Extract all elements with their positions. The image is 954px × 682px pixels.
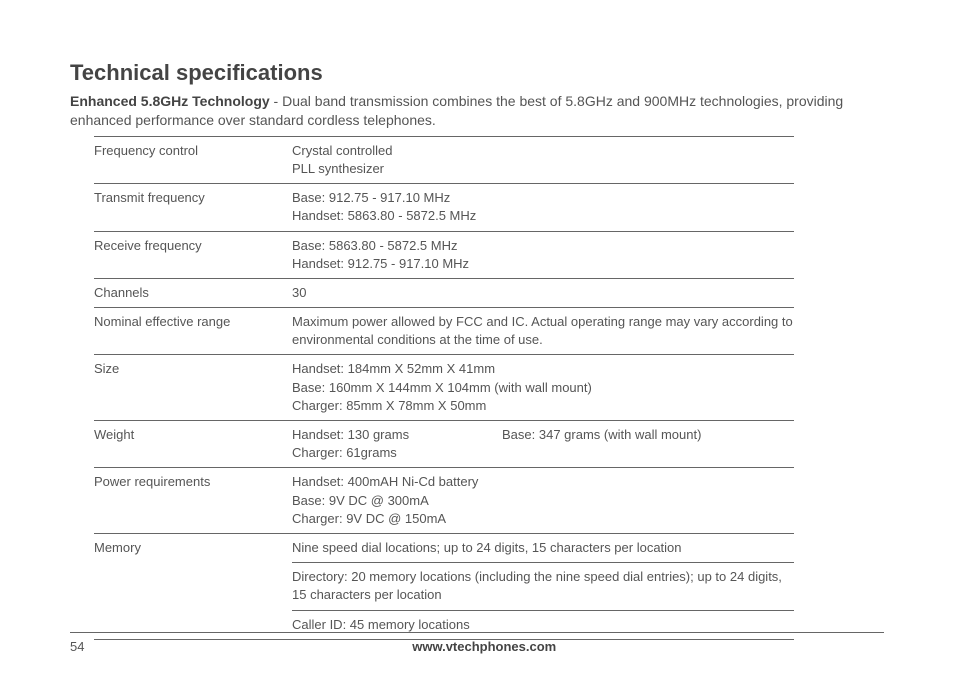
value-line: Handset: 912.75 - 917.10 MHz [292, 255, 794, 273]
value-line: Maximum power allowed by FCC and IC. Act… [292, 313, 794, 349]
value-line: Nine speed dial locations; up to 24 digi… [292, 539, 794, 557]
row-label: Memory [94, 539, 292, 634]
row-value: Base: 912.75 - 917.10 MHz Handset: 5863.… [292, 189, 794, 225]
table-row: Nominal effective range Maximum power al… [94, 308, 794, 355]
page-number: 54 [70, 639, 84, 654]
row-value: Handset: 184mm X 52mm X 41mm Base: 160mm… [292, 360, 794, 415]
row-label: Frequency control [94, 142, 292, 178]
value-line: Base: 9V DC @ 300mA [292, 492, 794, 510]
page-footer: 54 www.vtechphones.com [70, 632, 884, 654]
row-label: Weight [94, 426, 292, 462]
spec-table: Frequency control Crystal controlled PLL… [94, 136, 794, 640]
value-line: PLL synthesizer [292, 160, 794, 178]
row-value: 30 [292, 284, 794, 302]
table-row: Transmit frequency Base: 912.75 - 917.10… [94, 184, 794, 231]
table-row: Receive frequency Base: 5863.80 - 5872.5… [94, 232, 794, 279]
value-line: 30 [292, 284, 794, 302]
table-row: Size Handset: 184mm X 52mm X 41mm Base: … [94, 355, 794, 421]
row-label: Transmit frequency [94, 189, 292, 225]
table-row: Weight Handset: 130 grams Base: 347 gram… [94, 421, 794, 468]
row-value: Maximum power allowed by FCC and IC. Act… [292, 313, 794, 349]
value-line: Charger: 61grams [292, 444, 794, 462]
row-label: Power requirements [94, 473, 292, 528]
document-page: Technical specifications Enhanced 5.8GHz… [0, 0, 954, 682]
value-line: Handset: 5863.80 - 5872.5 MHz [292, 207, 794, 225]
intro-paragraph: Enhanced 5.8GHz Technology - Dual band t… [70, 92, 884, 130]
table-row: Power requirements Handset: 400mAH Ni-Cd… [94, 468, 794, 534]
value-line: Handset: 130 grams [292, 426, 502, 444]
value-line: Charger: 85mm X 78mm X 50mm [292, 397, 794, 415]
row-label: Receive frequency [94, 237, 292, 273]
value-line: Base: 160mm X 144mm X 104mm (with wall m… [292, 379, 794, 397]
row-value: Crystal controlled PLL synthesizer [292, 142, 794, 178]
table-row: Memory Nine speed dial locations; up to … [94, 534, 794, 640]
value-line: Base: 5863.80 - 5872.5 MHz [292, 237, 794, 255]
row-label: Nominal effective range [94, 313, 292, 349]
row-value: Handset: 400mAH Ni-Cd battery Base: 9V D… [292, 473, 794, 528]
value-line: Handset: 184mm X 52mm X 41mm [292, 360, 794, 378]
footer-url: www.vtechphones.com [84, 639, 884, 654]
table-row: Channels 30 [94, 279, 794, 308]
table-row: Frequency control Crystal controlled PLL… [94, 137, 794, 184]
value-line: Handset: 400mAH Ni-Cd battery [292, 473, 794, 491]
value-line: Base: 347 grams (with wall mount) [502, 426, 701, 444]
value-line: Charger: 9V DC @ 150mA [292, 510, 794, 528]
value-line: Crystal controlled [292, 142, 794, 160]
row-value: Handset: 130 grams Base: 347 grams (with… [292, 426, 794, 462]
value-line: Base: 912.75 - 917.10 MHz [292, 189, 794, 207]
value-line: Caller ID: 45 memory locations [292, 616, 794, 634]
row-value: Nine speed dial locations; up to 24 digi… [292, 539, 794, 634]
row-label: Channels [94, 284, 292, 302]
row-label: Size [94, 360, 292, 415]
intro-strong: Enhanced 5.8GHz Technology [70, 93, 270, 109]
page-title: Technical specifications [70, 60, 884, 86]
value-line: Directory: 20 memory locations (includin… [292, 568, 794, 604]
row-value: Base: 5863.80 - 5872.5 MHz Handset: 912.… [292, 237, 794, 273]
